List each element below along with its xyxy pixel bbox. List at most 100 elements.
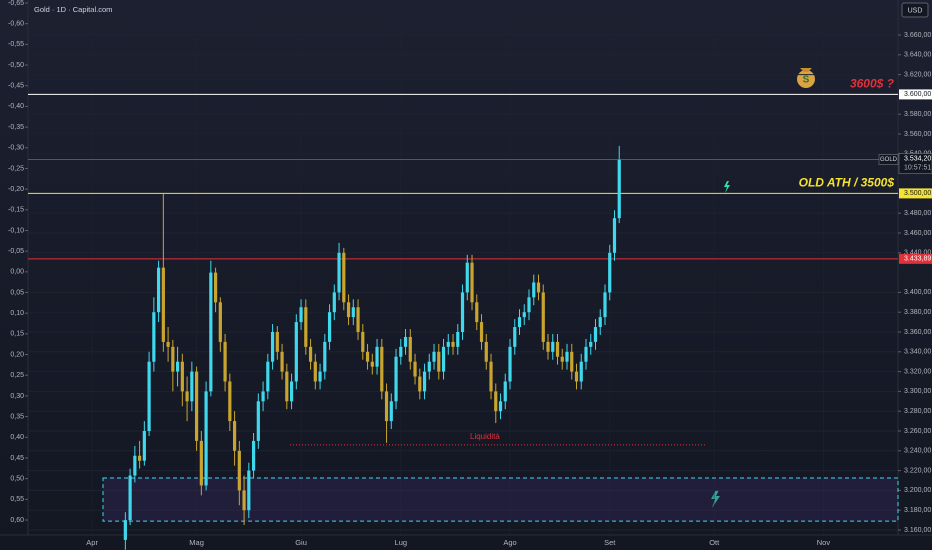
candle-body (190, 371, 194, 402)
y2-tick-label: -0,35 (8, 124, 24, 131)
candle-body (342, 252, 346, 303)
candle-body (399, 346, 403, 357)
y2-tick-label: 0,10 (10, 310, 24, 317)
candle-body (503, 381, 507, 402)
candle-body (199, 440, 203, 486)
candle-body (422, 371, 427, 392)
candle-body (460, 292, 465, 332)
candle-body (617, 159, 621, 219)
y2-tick-label: 0,25 (10, 372, 24, 379)
y-tick-label: 3.620,00 (904, 71, 931, 78)
x-tick-label: Set (604, 538, 616, 547)
y-tick-label: 3.340,00 (904, 349, 931, 356)
y2-tick-label: 0,00 (10, 269, 24, 276)
y2-tick-label: -0,30 (8, 145, 24, 152)
y-tick-label: 3.260,00 (904, 428, 931, 435)
x-tick-label: Giu (295, 538, 307, 547)
candle-body (484, 341, 488, 362)
candle-body (266, 361, 270, 392)
y-tick-label: 3.640,00 (904, 52, 931, 59)
candle-body (479, 322, 484, 342)
candle-body (175, 361, 180, 372)
symbol-tag-box (878, 154, 899, 165)
y2-tick-label: -0,05 (8, 248, 24, 255)
candle-body (218, 302, 222, 342)
candle-body (261, 391, 265, 402)
candle-body (256, 401, 260, 441)
candle-body (389, 401, 393, 422)
candle-body (356, 307, 360, 332)
level-note: 3600$ ? (850, 77, 895, 91)
candle-body (242, 490, 246, 511)
candle-body (456, 332, 460, 347)
candle-body (413, 361, 417, 377)
candle-body (384, 391, 389, 422)
level-label-box (899, 188, 932, 199)
y2-tick-label: -0,15 (8, 207, 24, 214)
y-tick-label: 3.380,00 (904, 309, 931, 316)
y2-tick-label: 0,15 (10, 331, 24, 338)
y-tick-label: 3.580,00 (904, 111, 931, 118)
y-tick-label: 3.320,00 (904, 368, 931, 375)
candle-body (508, 346, 512, 382)
candle-body (194, 371, 199, 441)
x-tick-label: Ott (709, 538, 720, 547)
candle-body (128, 475, 132, 521)
candle-body (275, 332, 279, 352)
candle-body (532, 282, 536, 298)
candle-body (593, 327, 598, 342)
candle-body (156, 267, 161, 313)
candle-body (251, 440, 256, 471)
level-label-box (899, 89, 932, 100)
candle-body (361, 332, 365, 352)
y2-tick-label: -0,55 (8, 41, 24, 48)
candle-body (418, 376, 422, 392)
candle-body (213, 272, 218, 303)
y-tick-label: 3.180,00 (904, 507, 931, 514)
y2-tick-label: 0,50 (10, 475, 24, 482)
candle-body (171, 346, 175, 372)
candle-body (375, 346, 379, 367)
candle-body (133, 455, 137, 476)
candle-body (237, 450, 241, 491)
currency-box[interactable] (901, 2, 929, 18)
candle-body (517, 317, 522, 328)
y-tick-label: 3.200,00 (904, 487, 931, 494)
candles (123, 145, 621, 550)
y2-tick-label: 0,30 (10, 393, 24, 400)
y2-tick-label: 0,35 (10, 413, 24, 420)
currency[interactable]: USD (908, 7, 923, 14)
candle-body (446, 341, 450, 347)
candle-body (228, 381, 232, 422)
countdown: 10:57:51 (904, 164, 931, 171)
y2-tick-label: -0,50 (8, 62, 24, 69)
candle-body (380, 346, 384, 392)
liquidity-label: Liquidità (470, 432, 500, 441)
level-label-box (899, 253, 932, 264)
y2-tick-label: -0,40 (8, 103, 24, 110)
y-tick-label: 3.480,00 (904, 210, 931, 217)
candle-body (337, 252, 341, 293)
svg-text:S: S (803, 75, 810, 86)
candle-body (408, 336, 412, 362)
candle-body (513, 327, 517, 347)
candle-body (560, 356, 564, 362)
candle-body (565, 351, 569, 362)
candle-body (498, 401, 503, 412)
candle-body (427, 361, 431, 372)
candle-body (285, 371, 289, 402)
y-tick-label: 3.440,00 (904, 250, 931, 257)
candle-body (313, 361, 317, 382)
y2-tick-label: 0,45 (10, 455, 24, 462)
candle-body (612, 218, 617, 253)
candle-body (351, 307, 355, 318)
y-tick-label: 3.460,00 (904, 230, 931, 237)
y2-tick-label: 0,40 (10, 434, 24, 441)
y-tick-label: 3.300,00 (904, 388, 931, 395)
candle-body (346, 302, 351, 318)
y-tick-label: 3.560,00 (904, 131, 931, 138)
y2-tick-label: -0,25 (8, 165, 24, 172)
symbol-tag: GOLD (880, 157, 898, 163)
y2-tick-label: -0,65 (8, 0, 24, 7)
